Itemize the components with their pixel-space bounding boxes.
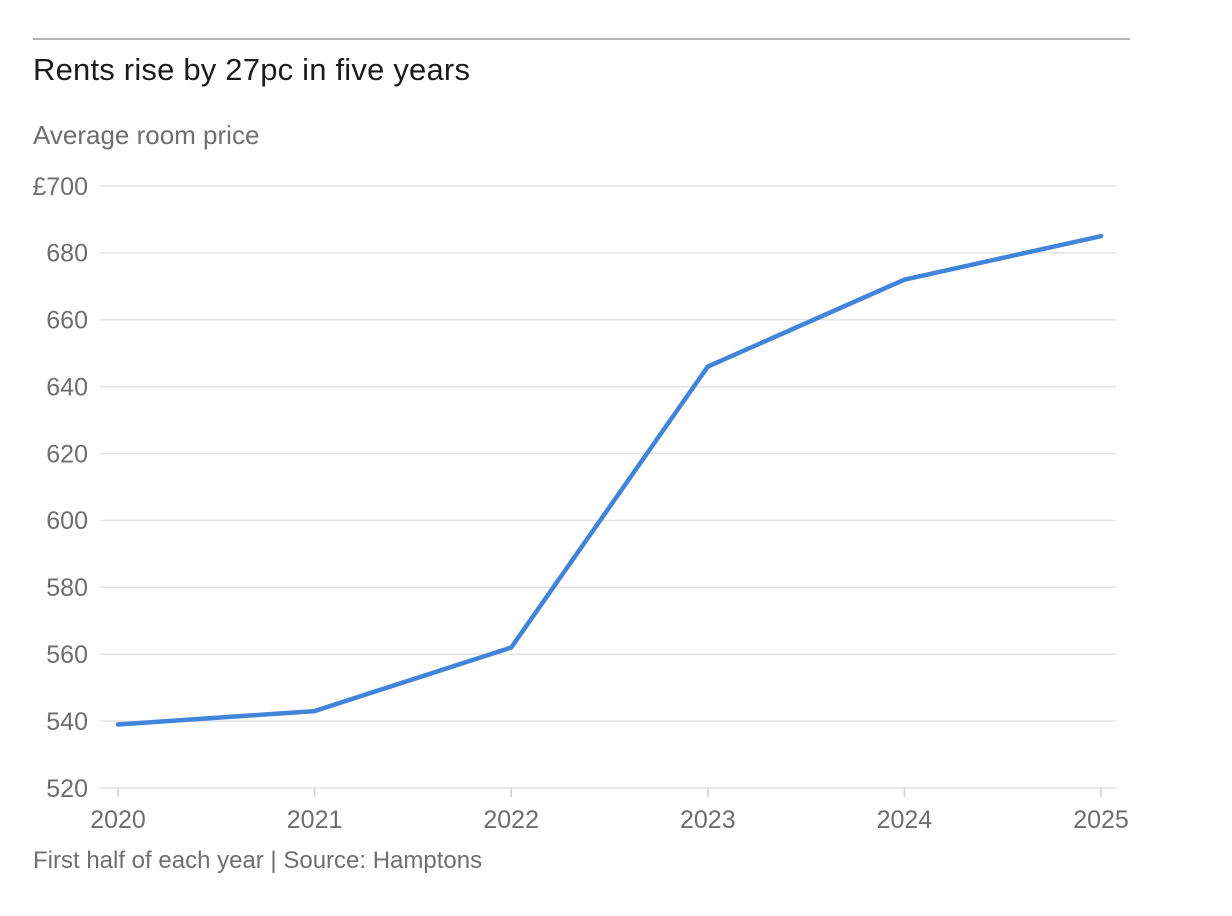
x-axis-tick-label-2021: 2021 — [287, 806, 343, 834]
y-axis-tick-label-560: 560 — [46, 641, 88, 669]
chart-subtitle: Average room price — [33, 120, 260, 150]
y-axis-tick-label-580: 580 — [46, 574, 88, 602]
chart-title: Rents rise by 27pc in five years — [33, 52, 471, 87]
x-axis-tick-label-2023: 2023 — [680, 806, 736, 834]
price-line-series — [115, 233, 1104, 727]
y-axis-tick-label-540: 540 — [46, 708, 88, 736]
x-axis-tick-label-2024: 2024 — [877, 806, 933, 834]
y-axis-tick-label-660: 660 — [46, 307, 88, 335]
top-rule-divider — [33, 38, 1130, 40]
y-axis-tick-label-640: 640 — [46, 373, 88, 401]
x-axis-tick-label-2022: 2022 — [483, 806, 539, 834]
chart-footnote: First half of each year | Source: Hampto… — [33, 847, 483, 874]
y-axis-tick-label-680: 680 — [46, 240, 88, 268]
x-axis-tick-label-2025: 2025 — [1073, 806, 1129, 834]
y-axis-tick-label-620: 620 — [46, 440, 88, 468]
y-axis-tick-label-600: 600 — [46, 507, 88, 535]
y-axis-tick-label-700: £700 — [32, 173, 88, 201]
y-axis-tick-label-520: 520 — [46, 775, 88, 803]
x-axis-tick-label-2020: 2020 — [90, 806, 146, 834]
